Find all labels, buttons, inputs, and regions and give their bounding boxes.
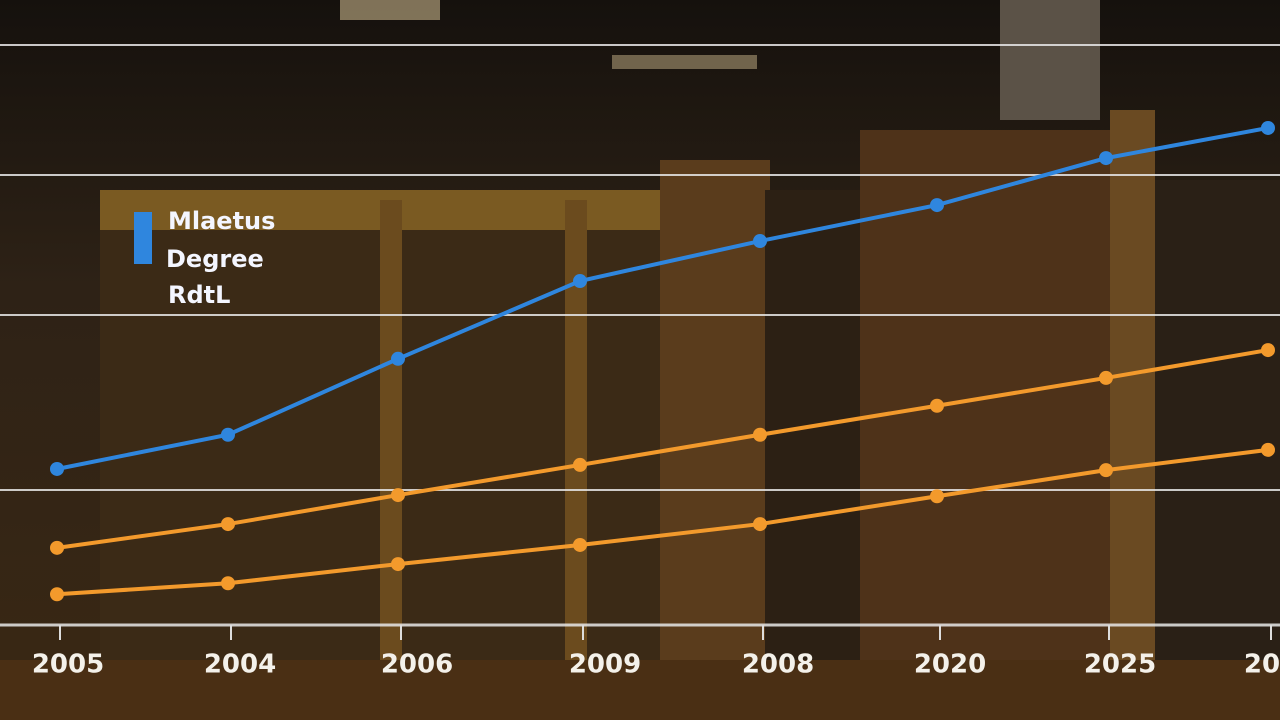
- data-point: [1099, 151, 1113, 166]
- data-point: [50, 587, 64, 602]
- series-line: [56, 447, 1269, 597]
- grid: [0, 44, 1280, 627]
- x-tick-label: 2008: [742, 650, 814, 680]
- data-point: [50, 461, 64, 476]
- data-point: [1261, 120, 1275, 135]
- x-tick-label: 2020: [914, 650, 986, 680]
- data-point: [1261, 343, 1275, 358]
- legend-swatch: [134, 212, 152, 264]
- data-point: [221, 576, 235, 591]
- x-tick-label: 2006: [381, 650, 453, 680]
- legend-text: RdtL: [168, 281, 230, 309]
- data-point: [391, 351, 405, 366]
- data-point: [930, 398, 944, 413]
- data-point: [753, 427, 767, 442]
- data-point: [573, 274, 587, 289]
- data-point: [1261, 442, 1275, 457]
- x-tick-label: 2004: [204, 650, 276, 680]
- series-line: [56, 348, 1269, 550]
- x-tick-label: 2005: [32, 650, 104, 680]
- data-point: [753, 517, 767, 532]
- data-point: [930, 198, 944, 213]
- x-tick-label: 2009: [569, 650, 641, 680]
- x-tick-label: 2025: [1084, 650, 1156, 680]
- series-line: [56, 125, 1269, 471]
- legend-text: Degree: [166, 245, 264, 273]
- data-point: [50, 540, 64, 555]
- data-point: [753, 234, 767, 249]
- legend-text: Mlaetus: [168, 207, 275, 235]
- data-point: [391, 557, 405, 572]
- data-point: [573, 457, 587, 472]
- data-point: [573, 537, 587, 552]
- data-point: [221, 517, 235, 532]
- data-point: [391, 488, 405, 503]
- data-point: [221, 427, 235, 442]
- x-tick-label: 20: [1244, 650, 1280, 680]
- data-point: [930, 489, 944, 504]
- data-point: [1099, 370, 1113, 385]
- data-point: [1099, 463, 1113, 478]
